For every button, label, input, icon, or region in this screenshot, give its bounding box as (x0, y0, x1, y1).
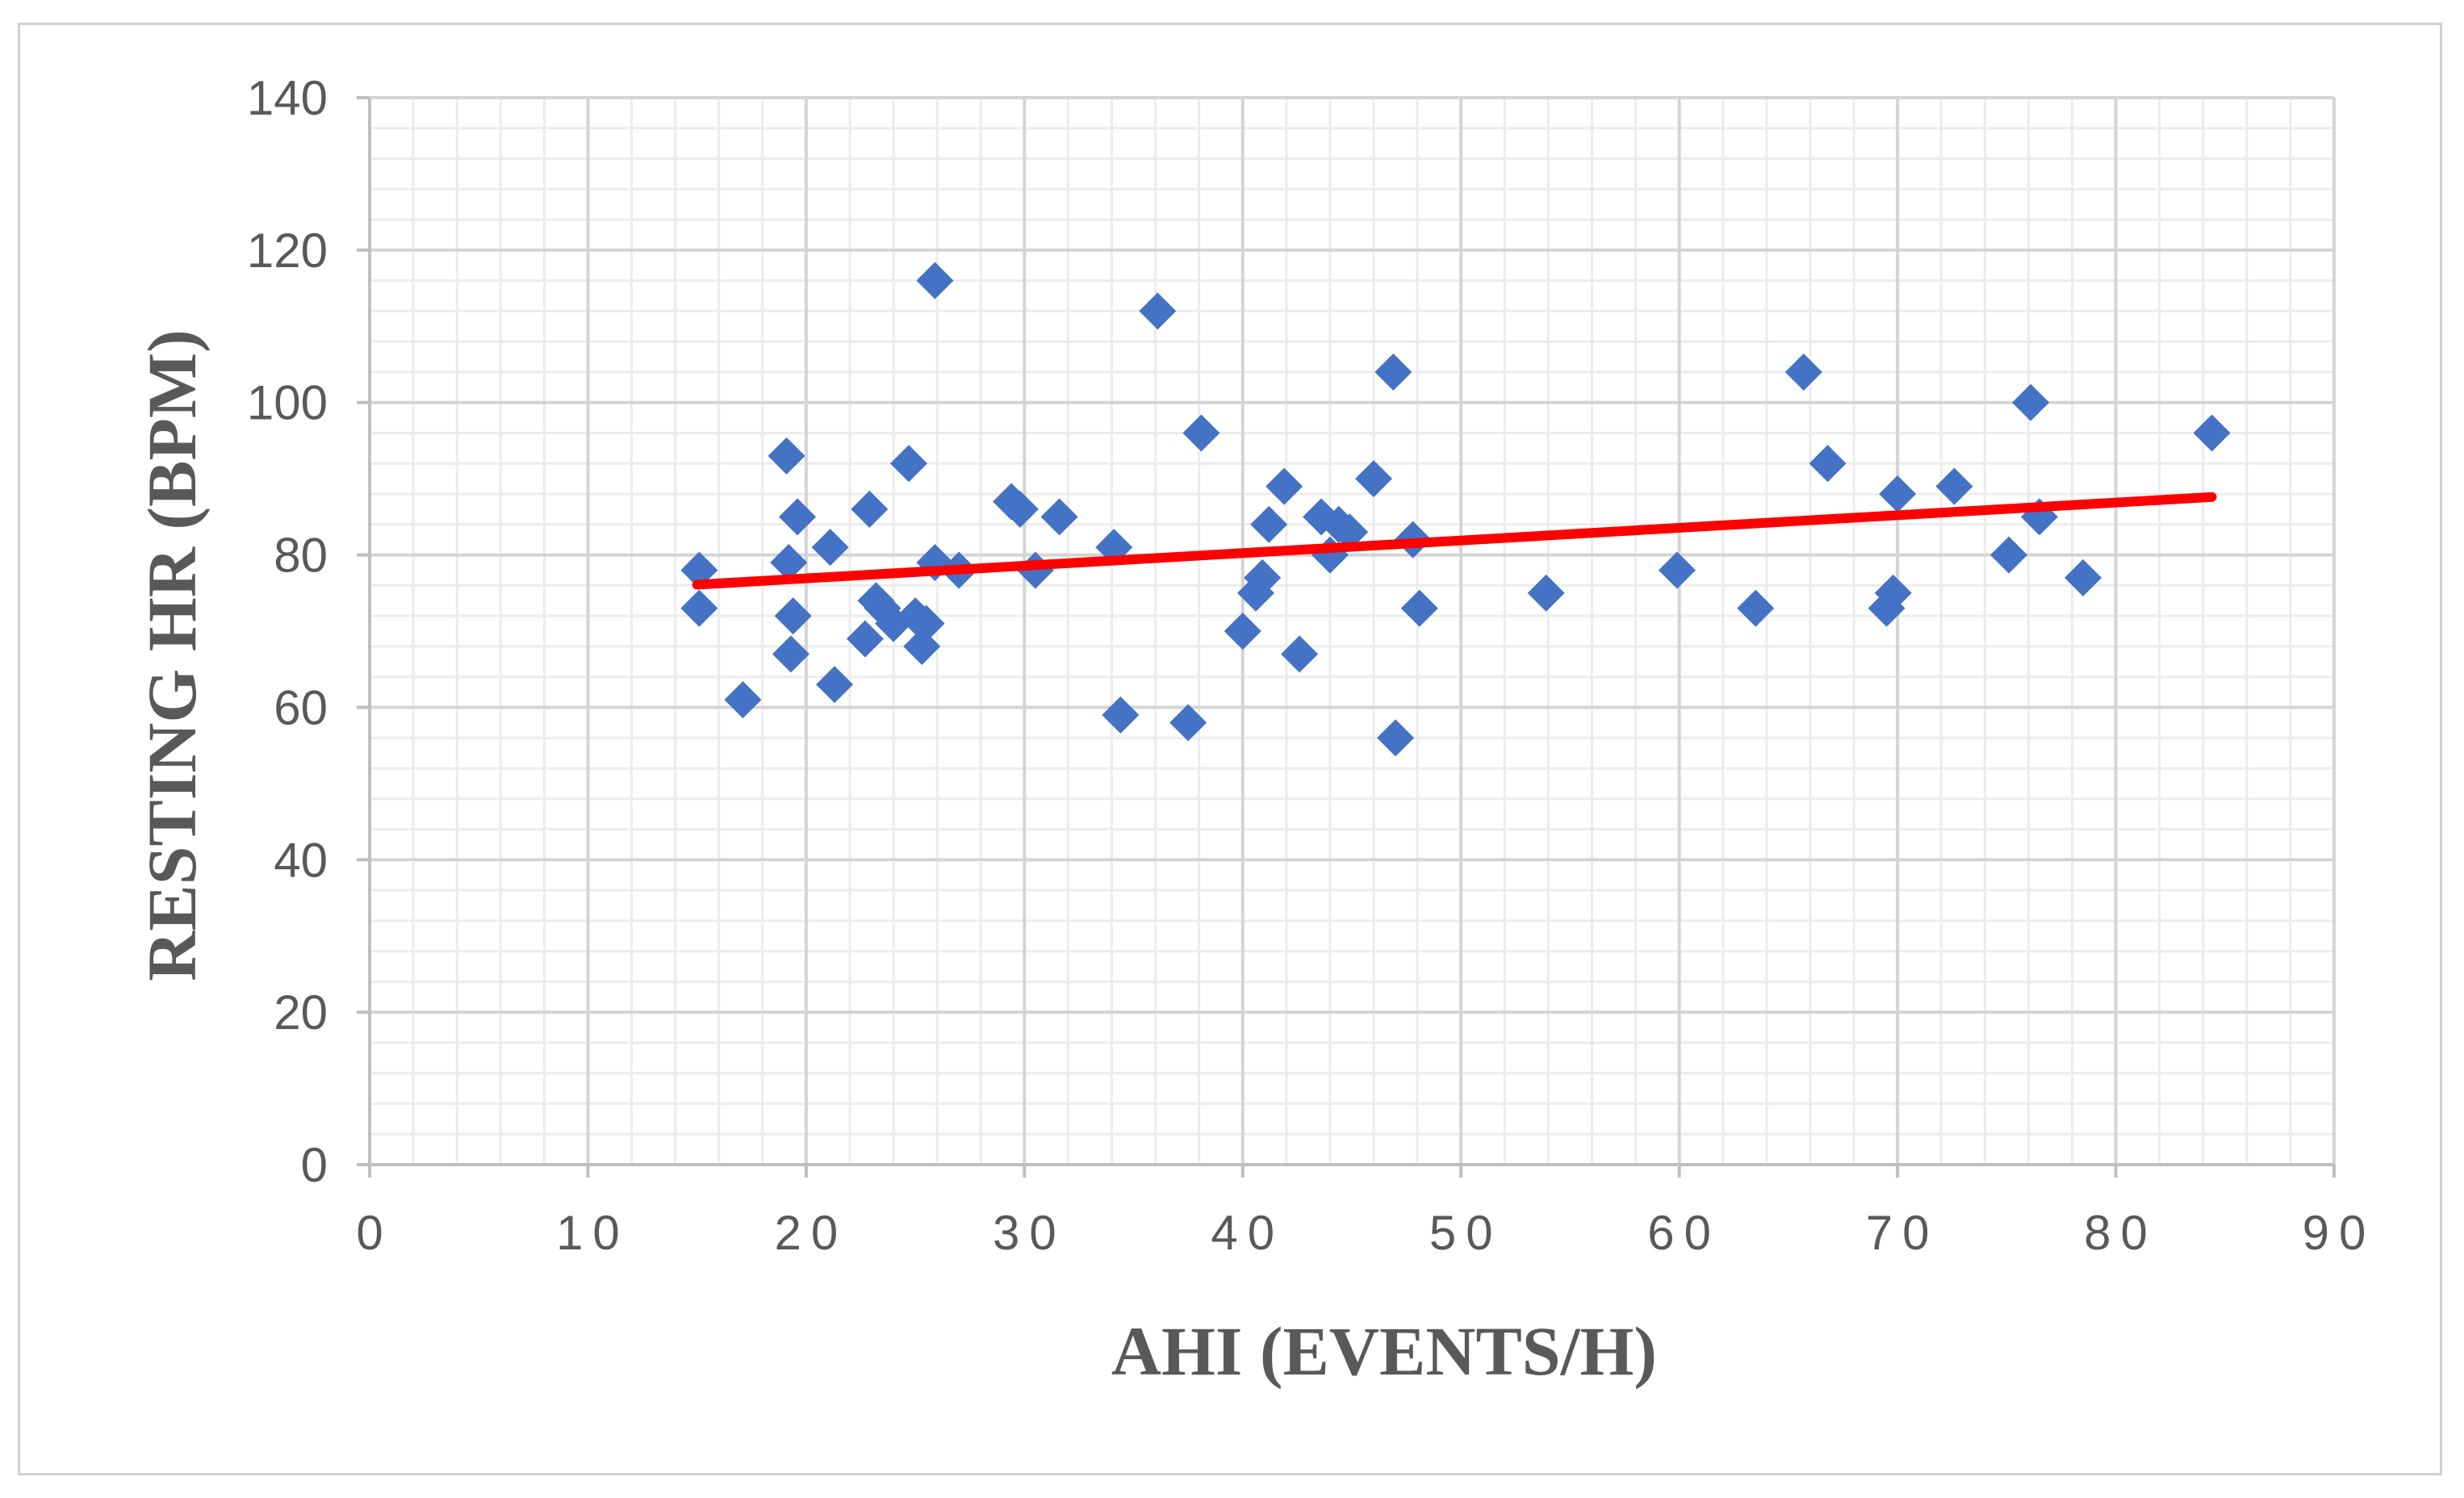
data-point (1244, 559, 1282, 596)
major-gridlines (370, 96, 2336, 1165)
x-axis-title: AHI (EVENTS/H) (1111, 1312, 1657, 1390)
data-point (851, 490, 889, 528)
data-point (1281, 635, 1319, 673)
x-tick-label: 50 (1429, 1206, 1503, 1260)
y-tick-label: 60 (274, 680, 328, 734)
x-tick-label: 10 (556, 1206, 630, 1260)
x-tick-label: 60 (1647, 1206, 1721, 1260)
axes (357, 96, 2336, 1178)
y-tick-label: 80 (274, 529, 328, 583)
trendline-group (692, 492, 2217, 590)
data-point (724, 680, 762, 718)
data-point (1874, 574, 1912, 612)
data-point (1809, 445, 1847, 483)
data-point (2064, 559, 2102, 596)
data-point (1001, 490, 1039, 528)
data-point (1737, 589, 1775, 627)
y-tick-labels: 0 20 40 60 80 100 120 140 (247, 71, 328, 1192)
data-point (889, 445, 927, 483)
data-point (1935, 467, 1973, 505)
x-tick-label: 40 (1211, 1206, 1284, 1260)
data-point (1400, 589, 1438, 627)
x-tick-labels: 0 10 20 30 40 50 60 70 80 90 (356, 1206, 2376, 1260)
data-point (1331, 513, 1369, 551)
data-point (1784, 353, 1822, 391)
y-tick-label: 100 (247, 376, 328, 430)
x-tick-label: 30 (993, 1206, 1066, 1260)
data-point (1527, 574, 1565, 612)
data-point (1879, 475, 1917, 513)
trendline (692, 492, 2217, 590)
data-point (1990, 536, 2028, 574)
data-point (1139, 292, 1177, 330)
data-point (779, 498, 817, 536)
data-point (774, 597, 812, 635)
x-tick-label: 0 (356, 1206, 392, 1260)
data-point (2193, 414, 2231, 452)
data-point (916, 262, 954, 299)
y-axis-title: RESTING HR (BPM) (133, 329, 211, 981)
data-point (1658, 551, 1696, 589)
data-point (768, 437, 805, 475)
data-point (1169, 704, 1207, 742)
data-point (1250, 505, 1288, 543)
data-point (680, 589, 718, 627)
data-point (1182, 414, 1220, 452)
y-tick-label: 40 (274, 833, 328, 887)
data-point (772, 635, 809, 673)
data-point (1102, 696, 1140, 734)
y-tick-label: 0 (301, 1138, 328, 1192)
data-point (1377, 719, 1415, 757)
x-tick-label: 20 (775, 1206, 848, 1260)
data-point (907, 605, 945, 642)
y-tick-label: 120 (247, 224, 328, 278)
data-point (770, 544, 808, 582)
data-point (2012, 383, 2050, 421)
y-tick-label: 140 (247, 71, 328, 125)
y-tick-label: 20 (274, 985, 328, 1040)
data-point (846, 620, 884, 658)
data-point (816, 666, 854, 704)
x-tick-label: 90 (2303, 1206, 2376, 1260)
data-point (1040, 498, 1078, 536)
x-tick-label: 80 (2084, 1206, 2157, 1260)
data-point (1374, 353, 1412, 391)
data-point (1224, 613, 1261, 650)
data-point (1265, 467, 1303, 505)
chart-frame (18, 23, 2442, 1475)
data-point (811, 529, 849, 567)
data-point (1355, 460, 1393, 498)
x-tick-label: 70 (1866, 1206, 1939, 1260)
minor-gridlines (370, 98, 2334, 1165)
